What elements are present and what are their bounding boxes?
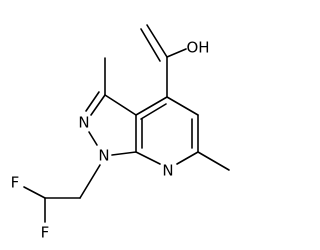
bond — [111, 151, 137, 156]
bond — [146, 24, 168, 58]
bond — [85, 91, 100, 112]
atom-label: N — [162, 162, 173, 180]
atom-label: F — [11, 174, 20, 192]
bond — [197, 151, 230, 171]
atom-label: N — [98, 147, 109, 165]
atom-label: OH — [186, 39, 209, 57]
bond — [135, 151, 161, 165]
bond — [90, 94, 106, 116]
bond — [135, 96, 168, 116]
bond — [104, 94, 137, 116]
bond — [166, 48, 187, 58]
bond — [23, 186, 46, 199]
atom-label: F — [41, 224, 50, 242]
bond — [79, 164, 101, 199]
bond — [88, 131, 98, 146]
bond — [140, 103, 167, 120]
bond — [176, 151, 199, 165]
bond — [140, 28, 161, 62]
atom-label: N — [78, 114, 89, 132]
bond — [166, 96, 199, 116]
bonds — [23, 24, 230, 223]
molecule-diagram: OH N N N F F — [11, 24, 230, 242]
